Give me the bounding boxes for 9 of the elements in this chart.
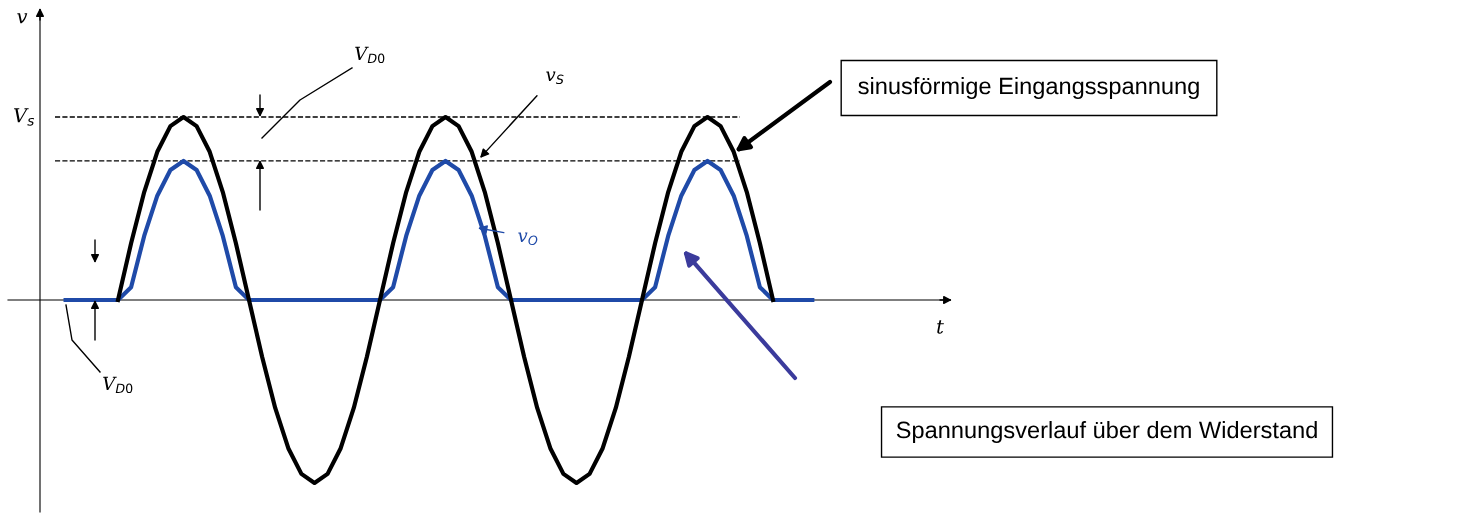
text: v$_{S}$ [546, 71, 564, 85]
text: V$_{D0}$ [355, 46, 385, 64]
annotation: V$_{D0}$ [103, 376, 133, 394]
ref-line-label: V$_{s}$ [14, 108, 35, 126]
text: v [17, 13, 28, 24]
text: Spannungsverlauf über dem Widerstand [896, 420, 1317, 444]
legend-label: v$_{O}$ [518, 232, 538, 246]
text: sinusförmige Eingangsspannung [858, 77, 1199, 100]
text: t [937, 320, 944, 334]
